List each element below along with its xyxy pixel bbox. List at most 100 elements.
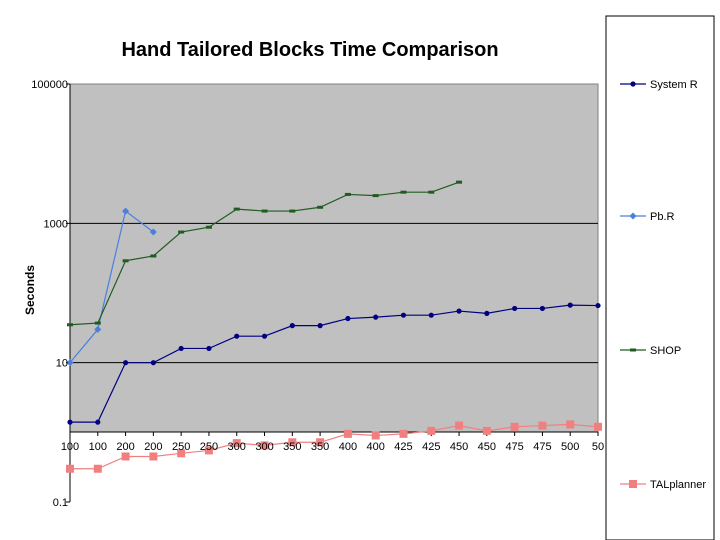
legend-marker	[630, 81, 636, 87]
series-line-pb-r	[69, 210, 154, 364]
data-point-talplanner	[482, 426, 491, 435]
data-point-system-r	[512, 305, 518, 312]
data-point-system-r	[595, 302, 601, 309]
x-tick-label: 425	[422, 441, 440, 453]
x-tick-label: 250	[200, 441, 218, 453]
data-point-pb-r	[149, 228, 157, 236]
data-point-talplanner	[288, 438, 297, 447]
data-point-system-r	[373, 314, 379, 320]
data-point-talplanner	[232, 439, 241, 448]
legend-item-system-r: System R	[620, 79, 698, 91]
data-point-shop	[344, 192, 351, 196]
data-point-talplanner	[371, 431, 380, 440]
series-line-system-r	[70, 304, 599, 423]
data-point-system-r	[67, 419, 73, 425]
data-point-shop	[289, 209, 296, 213]
x-tick-label: 400	[339, 441, 357, 453]
legend	[605, 15, 715, 540]
data-point-talplanner	[538, 421, 547, 430]
data-point-talplanner	[343, 429, 352, 438]
data-point-talplanner	[93, 464, 102, 473]
data-point-shop	[372, 194, 379, 198]
y-tick-label: 100000	[31, 79, 68, 91]
x-tick-label: 100	[89, 441, 107, 453]
x-tick-label: 475	[505, 441, 523, 453]
data-point-system-r	[261, 333, 268, 339]
data-point-system-r	[345, 315, 351, 322]
y-tick-label: 0.1	[53, 497, 68, 509]
data-point-system-r	[178, 345, 184, 352]
data-point-shop	[428, 190, 435, 194]
data-point-system-r	[428, 312, 434, 318]
legend-label: System R	[650, 79, 698, 91]
x-tick-label: 500	[561, 441, 579, 453]
data-point-pb-r	[66, 359, 74, 367]
data-point-talplanner	[594, 422, 602, 431]
legend-label: SHOP	[650, 345, 681, 357]
legend-marker	[629, 212, 637, 220]
data-point-system-r	[567, 302, 573, 308]
data-point-talplanner	[510, 422, 519, 431]
x-tick-label: 300	[255, 441, 273, 453]
data-point-shop	[150, 254, 157, 258]
x-tick-label: 350	[283, 441, 301, 453]
x-tick-label: 450	[450, 441, 468, 453]
x-tick-label: 300	[228, 441, 246, 453]
data-point-system-r	[150, 360, 156, 366]
data-point-shop	[456, 180, 463, 184]
data-point-system-r	[539, 305, 546, 312]
x-tick-label: 450	[478, 441, 496, 453]
data-point-talplanner	[316, 438, 325, 447]
data-point-system-r	[289, 323, 295, 329]
legend-item-shop: SHOP	[620, 345, 681, 357]
x-tick-label: 250	[172, 441, 190, 453]
data-point-talplanner	[149, 452, 158, 461]
data-point-talplanner	[121, 452, 130, 461]
y-tick-label: 10	[56, 358, 68, 370]
data-point-talplanner	[177, 449, 186, 458]
data-point-system-r	[484, 310, 490, 316]
chart-title: Hand Tailored Blocks Time Comparison	[121, 39, 498, 61]
legend-label: TALplanner	[650, 479, 706, 491]
data-point-system-r	[122, 360, 129, 366]
data-point-shop	[205, 225, 212, 229]
y-tick-label: 1000	[44, 218, 68, 230]
series-line-talplanner	[70, 423, 599, 470]
data-point-system-r	[456, 308, 462, 314]
data-point-shop	[122, 259, 129, 263]
series-talplanner	[66, 420, 602, 473]
data-point-talplanner	[399, 429, 408, 438]
data-point-pb-r	[94, 325, 102, 333]
legend-item-talplanner: TALplanner	[620, 479, 706, 491]
data-point-system-r	[317, 323, 323, 329]
series-system-r	[67, 302, 601, 425]
series-shop	[67, 180, 463, 327]
legend-marker	[629, 480, 637, 488]
data-point-shop	[67, 323, 73, 327]
data-point-shop	[400, 190, 407, 194]
legend-item-pb-r: Pb.R	[620, 211, 675, 223]
data-point-talplanner	[204, 446, 213, 455]
data-point-system-r	[95, 419, 101, 425]
x-tick-label: 200	[116, 441, 134, 453]
data-point-talplanner	[427, 426, 436, 435]
x-tick-label: 50	[592, 441, 604, 453]
y-axis-label: Seconds	[23, 265, 37, 315]
x-tick-label: 100	[61, 441, 79, 453]
x-tick-label: 200	[144, 441, 162, 453]
plot-area	[69, 83, 599, 433]
data-point-talplanner	[566, 420, 575, 429]
legend-label: Pb.R	[650, 211, 675, 223]
data-point-shop	[94, 321, 101, 325]
x-tick-label: 475	[533, 441, 551, 453]
data-point-system-r	[206, 345, 212, 352]
data-point-shop	[317, 205, 324, 209]
x-tick-label: 350	[311, 441, 329, 453]
data-point-talplanner	[66, 464, 74, 473]
legend-marker	[630, 348, 636, 352]
data-point-pb-r	[122, 207, 130, 215]
x-tick-label: 400	[367, 441, 385, 453]
data-point-shop	[261, 209, 268, 213]
data-point-talplanner	[260, 441, 269, 450]
